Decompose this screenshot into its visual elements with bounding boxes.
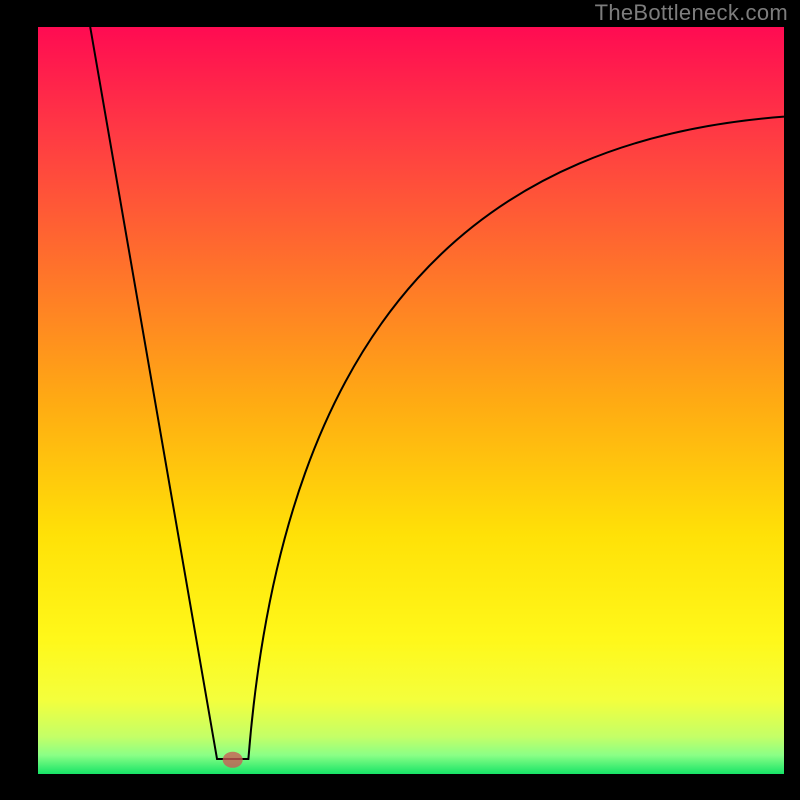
watermark-text: TheBottleneck.com	[595, 0, 788, 26]
chart-svg	[0, 0, 800, 800]
minimum-marker	[223, 752, 243, 768]
chart-container: TheBottleneck.com	[0, 0, 800, 800]
plot-background	[38, 27, 784, 774]
